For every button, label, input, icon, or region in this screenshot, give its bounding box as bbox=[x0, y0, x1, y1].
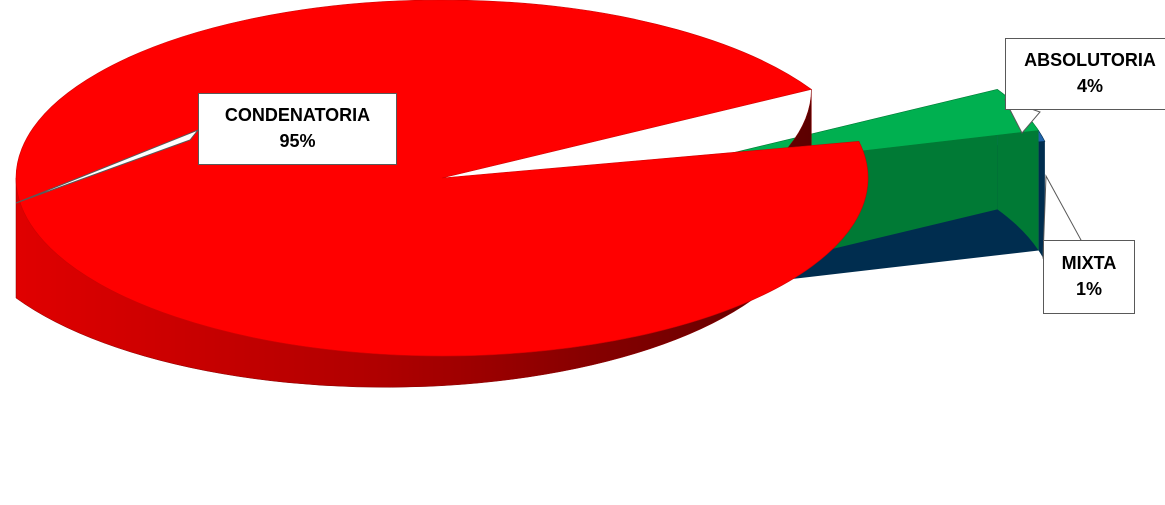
slice-edge-mixta bbox=[1038, 130, 1045, 262]
slices-layer bbox=[15, 0, 1046, 388]
data-label-absolutoria: ABSOLUTORIA 4% bbox=[1005, 38, 1165, 110]
data-label-category: MIXTA bbox=[1061, 253, 1117, 273]
data-label-category: ABSOLUTORIA bbox=[1024, 50, 1156, 70]
data-label-mixta: MIXTA 1% bbox=[1043, 240, 1135, 314]
data-label-value: 4% bbox=[1076, 76, 1103, 96]
leader-line-condenatoria bbox=[15, 128, 200, 204]
data-label-value: 95% bbox=[279, 131, 316, 151]
data-label-value: 1% bbox=[1075, 279, 1102, 299]
pie-slice-condenatoria bbox=[15, 0, 869, 357]
data-label-condenatoria: CONDENATORIA 95% bbox=[198, 93, 397, 165]
data-label-category: CONDENATORIA bbox=[224, 105, 371, 125]
